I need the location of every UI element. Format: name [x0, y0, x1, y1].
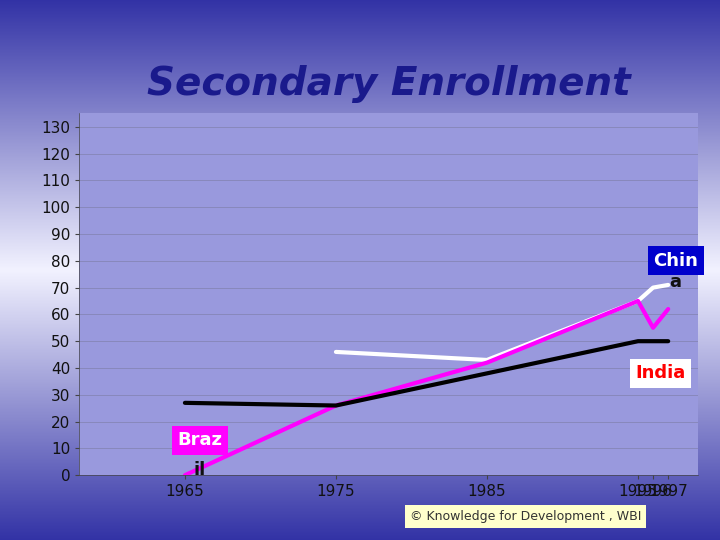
Text: a: a: [670, 273, 682, 291]
Text: Chin: Chin: [653, 252, 698, 270]
Text: Secondary Enrollment: Secondary Enrollment: [147, 65, 631, 103]
Text: India: India: [636, 364, 685, 382]
Text: © Knowledge for Development , WBI: © Knowledge for Development , WBI: [410, 510, 642, 523]
Text: Braz: Braz: [178, 431, 222, 449]
Text: il: il: [194, 461, 206, 479]
